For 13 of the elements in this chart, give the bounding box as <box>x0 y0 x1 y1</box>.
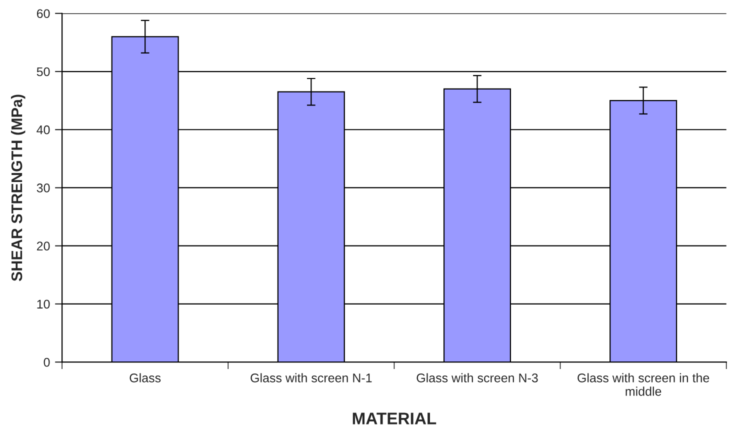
y-tick-label: 50 <box>36 67 50 76</box>
y-axis-title: SHEAR STRENGTH (MPa) <box>10 94 26 282</box>
x-axis-title: MATERIAL <box>352 412 436 424</box>
y-tick-label: 30 <box>36 184 50 192</box>
x-tick-label: Glass with screen in the middle <box>578 373 710 396</box>
y-tick-label: 60 <box>36 9 50 18</box>
x-tick-label: Glass with screen N-1 <box>250 373 372 382</box>
x-tick-label: Glass <box>130 373 161 382</box>
y-tick-label: 40 <box>36 125 50 134</box>
x-tick-label: Glass with screen N-3 <box>416 373 538 382</box>
y-tick-label: 0 <box>44 358 50 367</box>
y-tick-label: 10 <box>37 300 50 309</box>
y-tick-label: 20 <box>36 242 50 250</box>
